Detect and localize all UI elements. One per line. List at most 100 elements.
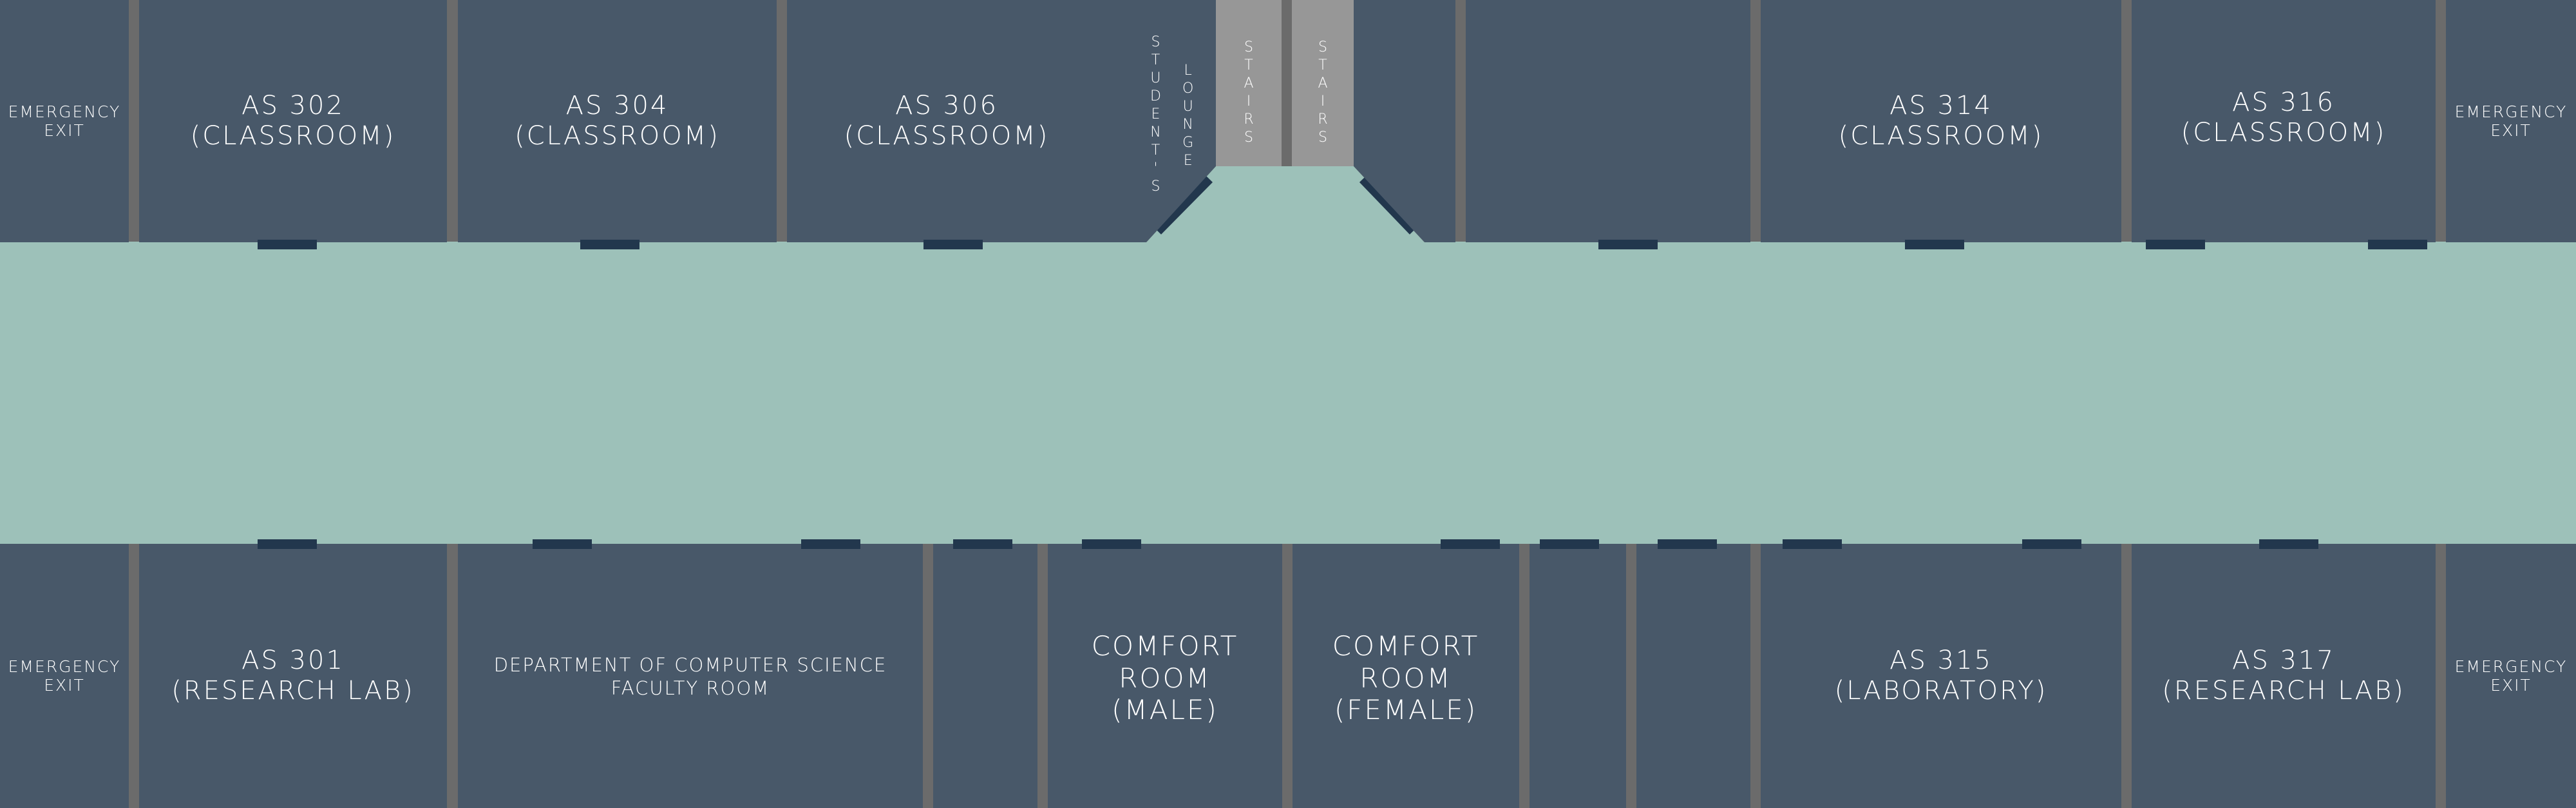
door-cs-faculty-left[interactable] — [533, 539, 592, 549]
room-number: AS 301 — [242, 645, 345, 675]
door-unlabeled-bottom-3[interactable] — [1658, 539, 1717, 549]
room-as314[interactable]: AS 314 (CLASSROOM) — [1761, 0, 2121, 242]
label-char: R — [1244, 111, 1254, 128]
room-unlabeled-bottom-3[interactable] — [1636, 544, 1750, 808]
label-char: D — [1150, 88, 1161, 104]
label-line: COMFORT — [1332, 630, 1480, 662]
room-as301[interactable]: AS 301 (RESEARCH LAB) — [139, 544, 447, 808]
label-char: R — [1318, 111, 1328, 128]
label-char: A — [1318, 75, 1328, 91]
room-number: AS 302 — [242, 90, 345, 120]
door-cs-faculty-right[interactable] — [801, 539, 860, 549]
room-as315[interactable]: AS 315 (LABORATORY) — [1761, 544, 2121, 808]
door-comfort-female[interactable] — [1441, 539, 1500, 549]
label-char: N — [1150, 124, 1161, 140]
door-as315-left[interactable] — [1783, 539, 1842, 549]
door-as304[interactable] — [580, 240, 639, 249]
room-type: (RESEARCH LAB) — [171, 676, 415, 706]
label-line: (MALE) — [1112, 694, 1218, 726]
room-as317[interactable]: AS 317 (RESEARCH LAB) — [2132, 544, 2436, 808]
room-cs-faculty[interactable]: DEPARTMENT OF COMPUTER SCIENCE FACULTY R… — [458, 544, 923, 808]
room-as316[interactable]: AS 316 (CLASSROOM) — [2132, 0, 2436, 242]
door-unlabeled-bottom-1[interactable] — [953, 539, 1012, 549]
room-comfort-female[interactable]: COMFORT ROOM (FEMALE) — [1293, 544, 1519, 808]
room-type: (CLASSROOM) — [190, 121, 396, 151]
label-line: EXIT — [44, 121, 85, 140]
label-line: (FEMALE) — [1334, 694, 1478, 726]
room-label: AS 302 (CLASSROOM) — [191, 91, 396, 151]
stairs-label: S T A I R S — [1244, 39, 1253, 147]
room-label: DEPARTMENT OF COMPUTER SCIENCE FACULTY R… — [494, 653, 887, 700]
label-char: T — [1318, 57, 1327, 73]
label-line: EMERGENCY — [8, 657, 121, 676]
room-as306[interactable]: AS 306 (CLASSROOM) — [787, 0, 1106, 242]
label-char: T — [1151, 52, 1160, 68]
door-comfort-male[interactable] — [1082, 539, 1141, 549]
room-label: AS 315 (LABORATORY) — [1835, 646, 2048, 706]
room-unlabeled-bottom-1[interactable] — [933, 544, 1037, 808]
door-as306[interactable] — [923, 240, 983, 249]
label-char: S — [1151, 178, 1160, 195]
door-unlabeled-bottom-2[interactable] — [1540, 539, 1599, 549]
label-line: EXIT — [44, 676, 85, 695]
emergency-exit-label: EMERGENCY EXIT — [8, 657, 121, 695]
room-type: (CLASSROOM) — [515, 121, 720, 151]
label-char: I — [1246, 93, 1251, 110]
stair-door-left — [1155, 176, 1213, 235]
emergency-exit-top-left: EMERGENCY EXIT — [0, 0, 129, 242]
department-name: DEPARTMENT OF COMPUTER SCIENCE — [493, 654, 887, 676]
door-as315-right[interactable] — [2022, 539, 2081, 549]
room-comfort-male[interactable]: COMFORT ROOM (MALE) — [1048, 544, 1282, 808]
room-label: COMFORT ROOM (FEMALE) — [1332, 630, 1480, 726]
room-label: AS 316 (CLASSROOM) — [2181, 88, 2387, 148]
label-char: T — [1151, 142, 1160, 159]
label-char: S — [1244, 39, 1253, 55]
label-char: ' — [1153, 160, 1158, 177]
label-char: U — [1182, 99, 1193, 115]
room-label: AS 314 (CLASSROOM) — [1839, 91, 2044, 151]
stairs-label: S T A I R S — [1318, 39, 1327, 147]
door-as316-left[interactable] — [2146, 240, 2205, 249]
emergency-exit-bottom-left: EMERGENCY EXIT — [0, 544, 129, 808]
door-as301[interactable] — [258, 539, 317, 549]
label-char: L — [1184, 63, 1192, 79]
main-hallway — [0, 242, 2576, 544]
emergency-exit-bottom-right: EMERGENCY EXIT — [2446, 544, 2576, 808]
room-unlabeled-top[interactable] — [1466, 0, 1750, 242]
room-unlabeled-bottom-2[interactable] — [1530, 544, 1626, 808]
room-as304[interactable]: AS 304 (CLASSROOM) — [458, 0, 777, 242]
room-type: (CLASSROOM) — [2181, 118, 2387, 148]
label-char: U — [1150, 70, 1161, 86]
label-char: E — [1183, 153, 1193, 169]
room-as302[interactable]: AS 302 (CLASSROOM) — [139, 0, 447, 242]
label-char: E — [1151, 106, 1160, 122]
room-type: (CLASSROOM) — [844, 121, 1050, 151]
stair-landing-shape — [1146, 166, 1425, 242]
door-unlabeled-top[interactable] — [1598, 240, 1658, 249]
room-number: AS 315 — [1889, 645, 1993, 675]
room-label: COMFORT ROOM (MALE) — [1092, 630, 1239, 726]
label-line: COMFORT — [1091, 630, 1239, 662]
stair-door-right — [1359, 176, 1417, 235]
stairs-right[interactable]: S T A I R S — [1292, 0, 1354, 166]
label-line: EMERGENCY — [2454, 657, 2568, 676]
emergency-exit-label: EMERGENCY EXIT — [2455, 102, 2568, 140]
door-as302[interactable] — [258, 240, 317, 249]
label-line: EMERGENCY — [2454, 102, 2568, 121]
door-as316-right[interactable] — [2368, 240, 2427, 249]
room-type: FACULTY ROOM — [611, 677, 770, 700]
label-char: I — [1320, 93, 1325, 110]
door-as317[interactable] — [2259, 539, 2318, 549]
room-type: (LABORATORY) — [1834, 676, 2048, 706]
label-char: S — [1244, 130, 1253, 146]
room-label: AS 317 (RESEARCH LAB) — [2162, 646, 2405, 706]
label-char: T — [1244, 57, 1253, 73]
emergency-exit-label: EMERGENCY EXIT — [8, 102, 121, 140]
label-char: A — [1244, 75, 1254, 91]
label-line: EXIT — [2490, 121, 2532, 140]
stairs-left[interactable]: S T A I R S — [1216, 0, 1282, 166]
emergency-exit-label: EMERGENCY EXIT — [2455, 657, 2568, 695]
door-as314[interactable] — [1905, 240, 1964, 249]
room-number: AS 314 — [1889, 90, 1993, 120]
